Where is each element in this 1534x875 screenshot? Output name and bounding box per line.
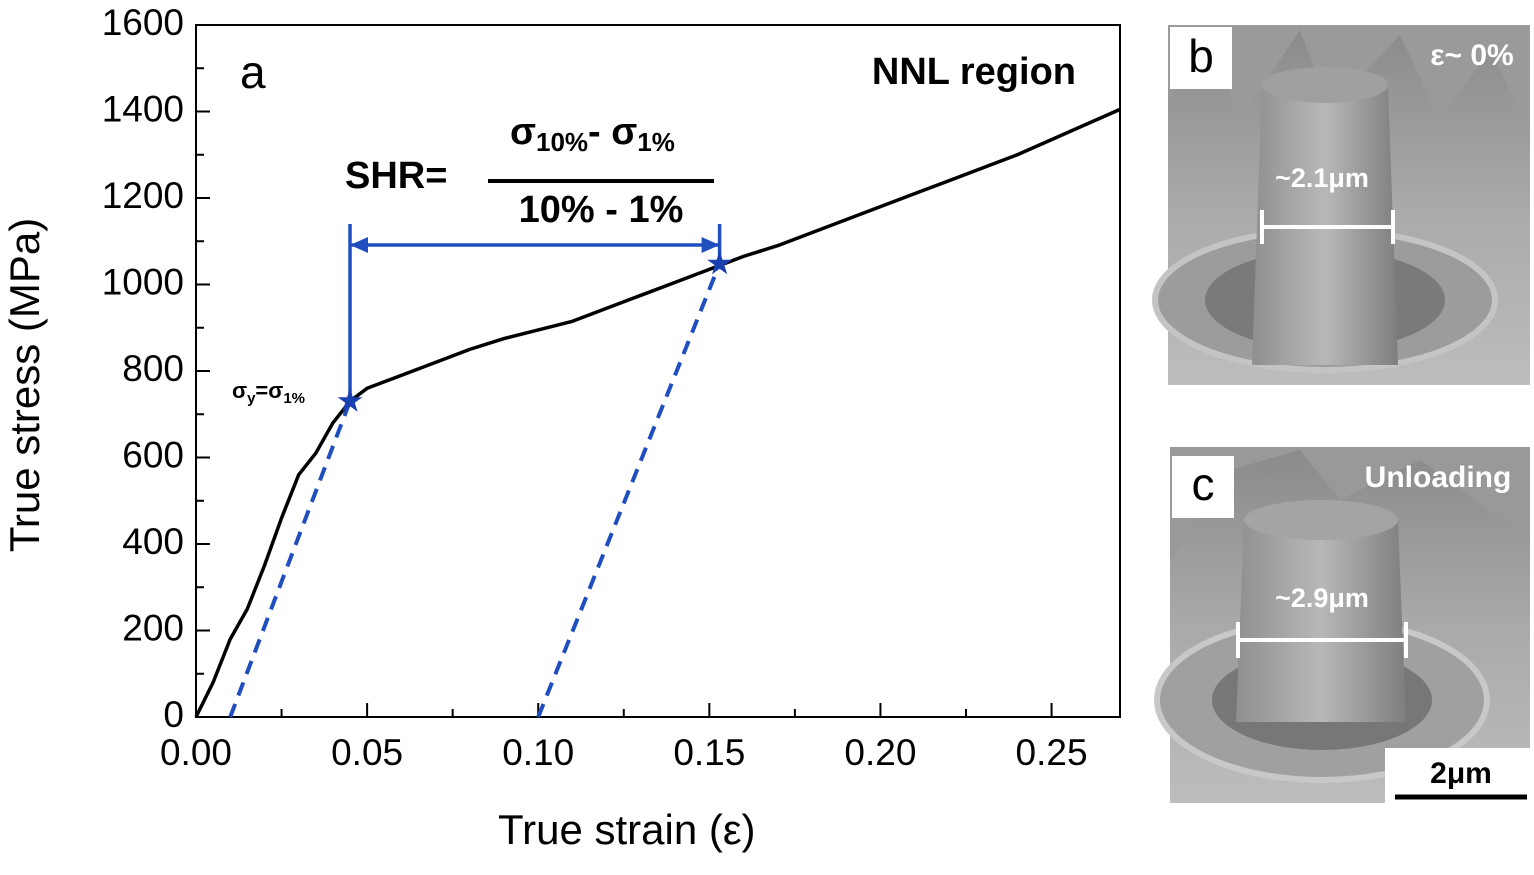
x-tick-label: 0.00 xyxy=(160,732,232,773)
marker-star xyxy=(337,388,363,412)
formula-lhs: SHR= xyxy=(345,155,447,197)
x-axis-title: True strain (ε) xyxy=(498,806,756,853)
width-label: ~2.1μm xyxy=(1275,163,1369,193)
marker-star xyxy=(707,250,732,275)
y-tick-label: 1000 xyxy=(102,261,184,302)
y-tick-label: 1600 xyxy=(102,2,184,43)
sym: σ xyxy=(232,378,247,403)
sub: 10% xyxy=(536,127,588,157)
formula-denominator: 10% - 1% xyxy=(519,189,684,231)
y-axis-title: True stress (MPa) xyxy=(1,218,48,552)
width-label: ~2.9μm xyxy=(1275,583,1369,613)
width-arrow xyxy=(1236,622,1408,658)
panel-letter: c xyxy=(1192,458,1215,510)
formula-numerator: σ10%- σ1% xyxy=(510,111,675,157)
region-label: NNL region xyxy=(872,51,1076,93)
sem-panel-c: c Unloading ~2.9μm 2μm xyxy=(1154,447,1530,803)
panel-label: Unloading xyxy=(1365,461,1512,494)
point-label: σy=σ1% xyxy=(232,378,305,407)
y-tick-label: 1400 xyxy=(102,88,184,129)
sub: 1% xyxy=(637,127,675,157)
x-tick-label: 0.15 xyxy=(673,732,745,773)
sem-panel-b: b ε~ 0% ~2.1μm xyxy=(1152,25,1530,385)
x-tick-label: 0.20 xyxy=(844,732,916,773)
y-tick-label: 600 xyxy=(122,434,184,475)
stress-strain-curve xyxy=(194,107,1121,718)
sym: =σ xyxy=(255,378,283,403)
sub: 1% xyxy=(283,390,305,407)
y-tick-label: 800 xyxy=(122,348,184,389)
sym: σ xyxy=(510,111,536,153)
scale-bar-label: 2μm xyxy=(1430,757,1492,790)
sym: - σ xyxy=(588,111,637,153)
x-tick-label: 0.05 xyxy=(331,732,403,773)
unloading-line xyxy=(228,400,352,718)
y-tick-label: 400 xyxy=(122,521,184,562)
y-tick-label: 0 xyxy=(163,694,184,735)
y-tick-label: 200 xyxy=(122,607,184,648)
x-tick-label: 0.10 xyxy=(502,732,574,773)
unloading-line xyxy=(536,262,722,718)
y-tick-label: 1200 xyxy=(102,175,184,216)
panel-letter: b xyxy=(1188,30,1214,82)
panel-label: ε~ 0% xyxy=(1430,39,1513,72)
panel-letter: a xyxy=(240,46,266,98)
width-arrow xyxy=(1260,210,1395,244)
sub: y xyxy=(247,390,256,407)
x-tick-label: 0.25 xyxy=(1016,732,1088,773)
